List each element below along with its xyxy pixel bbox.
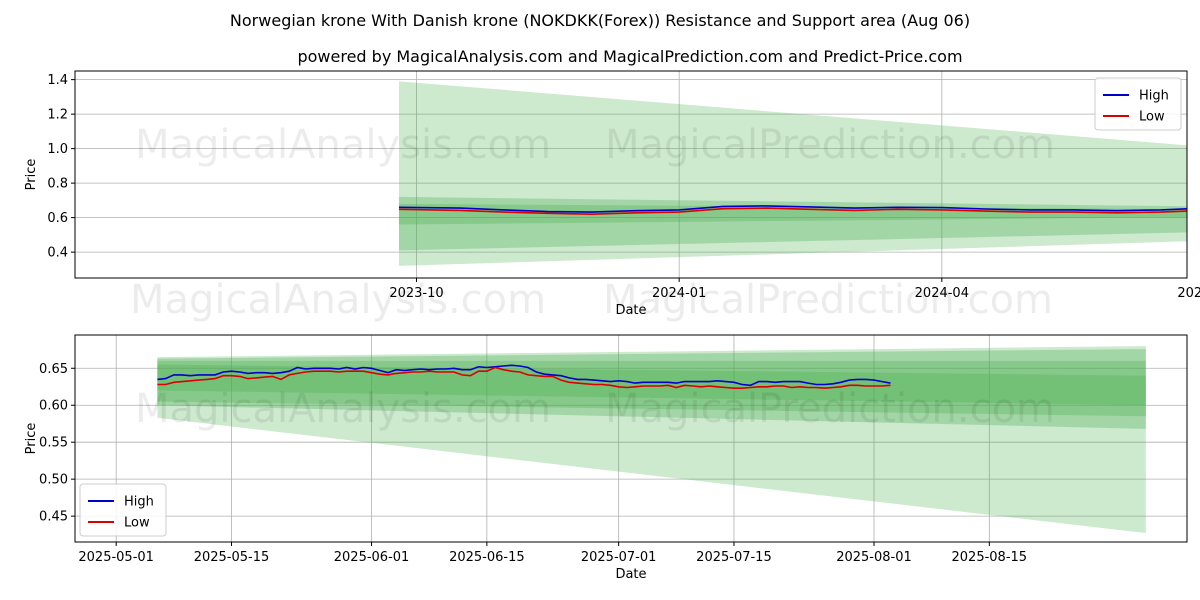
chart-title: Norwegian krone With Danish krone (NOKDK… (230, 11, 970, 30)
x-tick-label: 2025-06-01 (334, 550, 410, 565)
x-tick-label: 2025-06-15 (449, 550, 525, 565)
x-tick-label: 2025-08-15 (952, 550, 1028, 565)
y-tick-label: 0.55 (39, 436, 68, 451)
y-axis-label: Price (24, 423, 39, 455)
x-tick-label: 2025-05-01 (78, 550, 154, 565)
series-high-line (157, 364, 891, 387)
y-tick-label: 1.4 (47, 73, 68, 88)
zoom-panel: 0.45 0.50 0.55 0.60 0.65 2025-05-01 2025-05-15… (24, 334, 1188, 582)
x-tick-label: 2024-07 (1177, 286, 1200, 301)
x-tick-label: 2025-08-01 (836, 550, 912, 565)
y-tick-label: 0.8 (47, 177, 68, 192)
y-tick-label: 1.0 (47, 142, 68, 157)
plot-frame (74, 334, 1188, 543)
y-tick-label: 1.2 (47, 108, 68, 123)
x-tick-label: 2024-01 (652, 286, 706, 301)
legend-label-low: Low (124, 516, 150, 531)
chart-subtitle: powered by MagicalAnalysis.com and Magic… (297, 47, 962, 66)
x-tick-label: 2023-10 (389, 286, 443, 301)
x-axis-label: Date (615, 567, 646, 582)
y-tick-label: 0.4 (47, 246, 68, 261)
x-axis-label: Date (615, 303, 646, 318)
x-tick-label: 2025-07-15 (696, 550, 772, 565)
band-group (398, 81, 1187, 266)
x-tick-label: 2025-05-15 (194, 550, 270, 565)
plot-frame (74, 70, 1188, 279)
legend-box (1094, 77, 1182, 131)
support-resistance-band (398, 81, 1187, 266)
y-tick-label: 0.50 (39, 473, 68, 488)
series-high-line (398, 205, 1187, 213)
legend-box (79, 483, 167, 537)
legend-label-high: High (124, 495, 154, 510)
support-resistance-band (157, 364, 1146, 406)
support-resistance-band (157, 346, 1146, 534)
watermark-row-middle: MagicalAnalysis.com MagicalPrediction.com (130, 277, 1053, 323)
support-resistance-band (157, 360, 1146, 417)
band-group (157, 346, 1146, 534)
overview-panel: 0.4 0.6 0.8 1.0 1.2 1.4 2023-10 2024-01 2024-04 2… (24, 70, 1200, 318)
watermark-text: MagicalPrediction.com (605, 122, 1055, 168)
series-low-line (398, 207, 1187, 216)
y-tick-label: 0.6 (47, 211, 68, 226)
watermark-text: MagicalPrediction.com (605, 386, 1055, 432)
y-tick-label: 0.65 (39, 362, 68, 377)
x-tick-label: 2025-07-01 (581, 550, 657, 565)
watermark-text: MagicalAnalysis.com (130, 277, 546, 323)
watermark-text: MagicalAnalysis.com (135, 386, 551, 432)
series-low-line (157, 366, 891, 390)
legend-label-low: Low (1139, 110, 1165, 125)
support-resistance-band (398, 196, 1187, 251)
watermark-text: MagicalAnalysis.com (135, 122, 551, 168)
watermark-text: MagicalPrediction.com (603, 277, 1053, 323)
y-tick-label: 0.45 (39, 510, 68, 525)
x-tick-label: 2024-04 (915, 286, 969, 301)
support-resistance-band (157, 349, 1146, 429)
y-axis-label: Price (24, 159, 39, 191)
y-tick-label: 0.60 (39, 399, 68, 414)
legend-label-high: High (1139, 89, 1169, 104)
